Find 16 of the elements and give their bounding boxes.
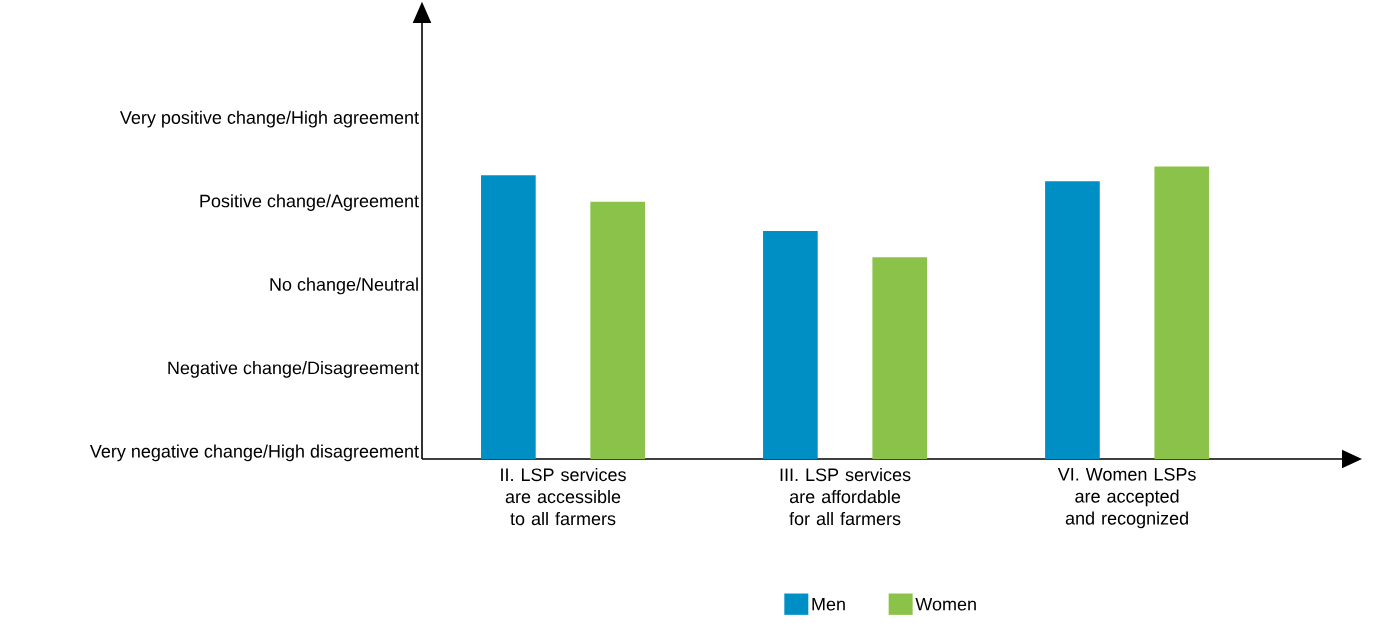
text: Positive change/Agreement [200,194,419,211]
x-tick-label: VI. Women LSPs are accepted and recognized [1057,467,1196,529]
x-tick-label: III. LSP services are affordable for all farmers [780,467,911,526]
bar [590,201,646,459]
text: Negative change/Disagreement [168,361,419,378]
text: Very negative change/High disagreement [89,444,419,462]
bar [763,230,818,459]
bar [1045,181,1100,459]
text: No change/Neutral [270,277,418,295]
legend-label: Women [915,597,976,611]
x-tick-label: II. LSP services are accessible to all farmers [501,467,626,526]
bar [481,175,536,459]
bar [872,257,928,459]
text: Very positive change/High agreement [119,110,419,128]
bar [1154,166,1210,459]
legend-label: Men [812,597,845,611]
